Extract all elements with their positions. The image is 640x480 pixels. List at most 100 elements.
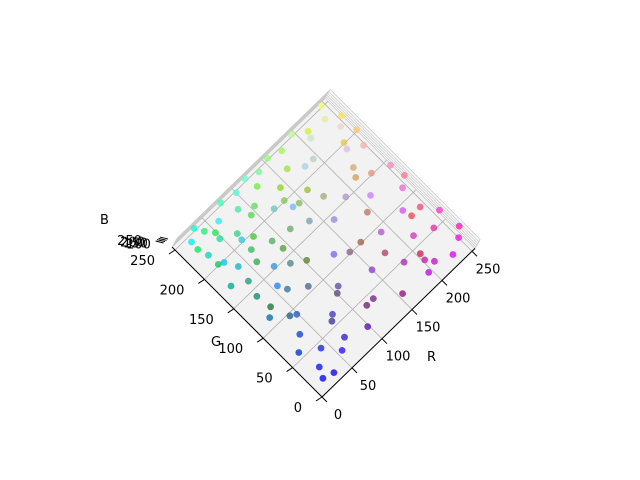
data-point [346,248,354,256]
gridline-r [201,217,353,369]
data-point [416,250,424,258]
data-point [251,202,258,210]
y-axis-line [171,246,323,398]
data-point [321,115,329,123]
data-point [337,123,344,130]
data-point [287,259,294,267]
data-point [216,235,224,243]
data-point [338,112,345,120]
data-point [266,314,274,321]
data-point [360,141,367,149]
y-tick-label: 100 [218,342,243,357]
x-tick-mark [321,396,328,403]
y-axis-label: G [211,335,221,350]
data-point [368,169,375,177]
data-point [340,139,348,147]
data-point [431,257,438,265]
z-tick-label: 200 [120,235,145,250]
data-point [241,175,249,183]
x-axis-label: R [427,350,436,365]
data-point [455,234,462,242]
data-point [301,163,309,170]
data-point [319,374,327,382]
data-point [399,290,406,297]
data-point [264,155,271,162]
data-point [350,164,357,171]
data-point [436,206,443,214]
data-point [280,197,288,204]
data-point [304,282,312,290]
data-point [367,192,374,199]
data-point [234,263,242,270]
gridline-r [261,159,413,310]
z-tick-mark [155,240,164,244]
data-point [357,238,365,246]
data-point [330,250,338,258]
data-point [304,127,312,135]
data-point [250,233,257,240]
y-tick-mark [315,396,323,402]
data-point [330,369,338,376]
data-point [205,251,212,259]
data-point [253,292,261,300]
data-point [295,199,303,207]
data-point [341,333,348,341]
y-tick-mark [227,308,235,314]
data-point [309,155,317,163]
x-tick-mark [441,280,448,286]
data-point [353,126,360,134]
y-tick-mark [168,249,176,255]
data-point [328,317,336,325]
x-tick-label: 250 [476,262,501,277]
data-point [430,224,438,232]
data-point [449,251,457,258]
data-point [315,363,323,371]
data-point [369,295,377,302]
wall-rim-line [172,96,477,248]
y-tick-label: 150 [189,313,214,328]
x-tick-mark [471,250,478,257]
data-point [214,261,222,268]
data-point [284,285,291,293]
data-point [307,134,315,142]
data-point [318,102,325,110]
data-point [381,249,389,257]
data-point [286,312,294,320]
data-point [233,230,241,238]
x-tick-label: 0 [334,408,342,423]
wall-rim-line [176,88,481,240]
data-point [267,303,274,311]
data-point [220,259,228,266]
wall-rim-line [171,97,476,249]
x-tick-mark [351,367,358,374]
data-point [401,172,408,179]
data-point [416,203,424,211]
gridline-g [233,159,388,310]
data-point [286,225,294,233]
gridline-g [292,218,446,368]
data-point [190,224,198,232]
data-point [227,282,235,290]
data-point [268,237,276,245]
wall-rim-line [173,94,478,246]
data-point [329,310,336,318]
tick-marks [155,236,478,403]
y-tick-label: 200 [160,283,185,298]
data-point [217,199,225,207]
data-point [352,174,360,181]
data-point [188,238,195,246]
data-point [425,269,433,276]
z-tick-mark [159,236,169,240]
z-tick-label: 150 [123,237,148,252]
data-point [245,277,252,285]
data-point [303,256,311,264]
data-point [334,282,342,290]
data-point [387,161,394,169]
data-point [232,189,240,197]
data-point [317,344,325,352]
data-point [200,227,208,235]
data-point [215,217,223,225]
z-tick-mark [158,237,167,241]
data-point [238,236,246,244]
